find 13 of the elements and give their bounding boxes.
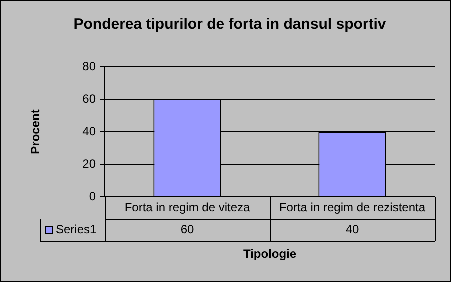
x-tick-label: Forta in regim de viteza xyxy=(124,200,251,215)
y-tick-label: 0 xyxy=(89,189,96,204)
legend-label: Series1 xyxy=(56,222,98,236)
y-tick-label: 80 xyxy=(82,59,96,74)
y-tick-label: 60 xyxy=(82,92,96,106)
y-tick-label: 20 xyxy=(82,156,96,171)
chart-title: Ponderea tipurilor de forta in dansul sportiv xyxy=(74,16,387,34)
data-label: 60 xyxy=(180,222,194,236)
x-axis-title: Tipologie xyxy=(243,247,297,262)
y-axis-title: Procent xyxy=(28,110,43,154)
data-label: 40 xyxy=(346,222,360,236)
x-tick-label: Forta in regim de rezistenta xyxy=(279,200,426,215)
y-tick-label: 40 xyxy=(82,124,96,138)
